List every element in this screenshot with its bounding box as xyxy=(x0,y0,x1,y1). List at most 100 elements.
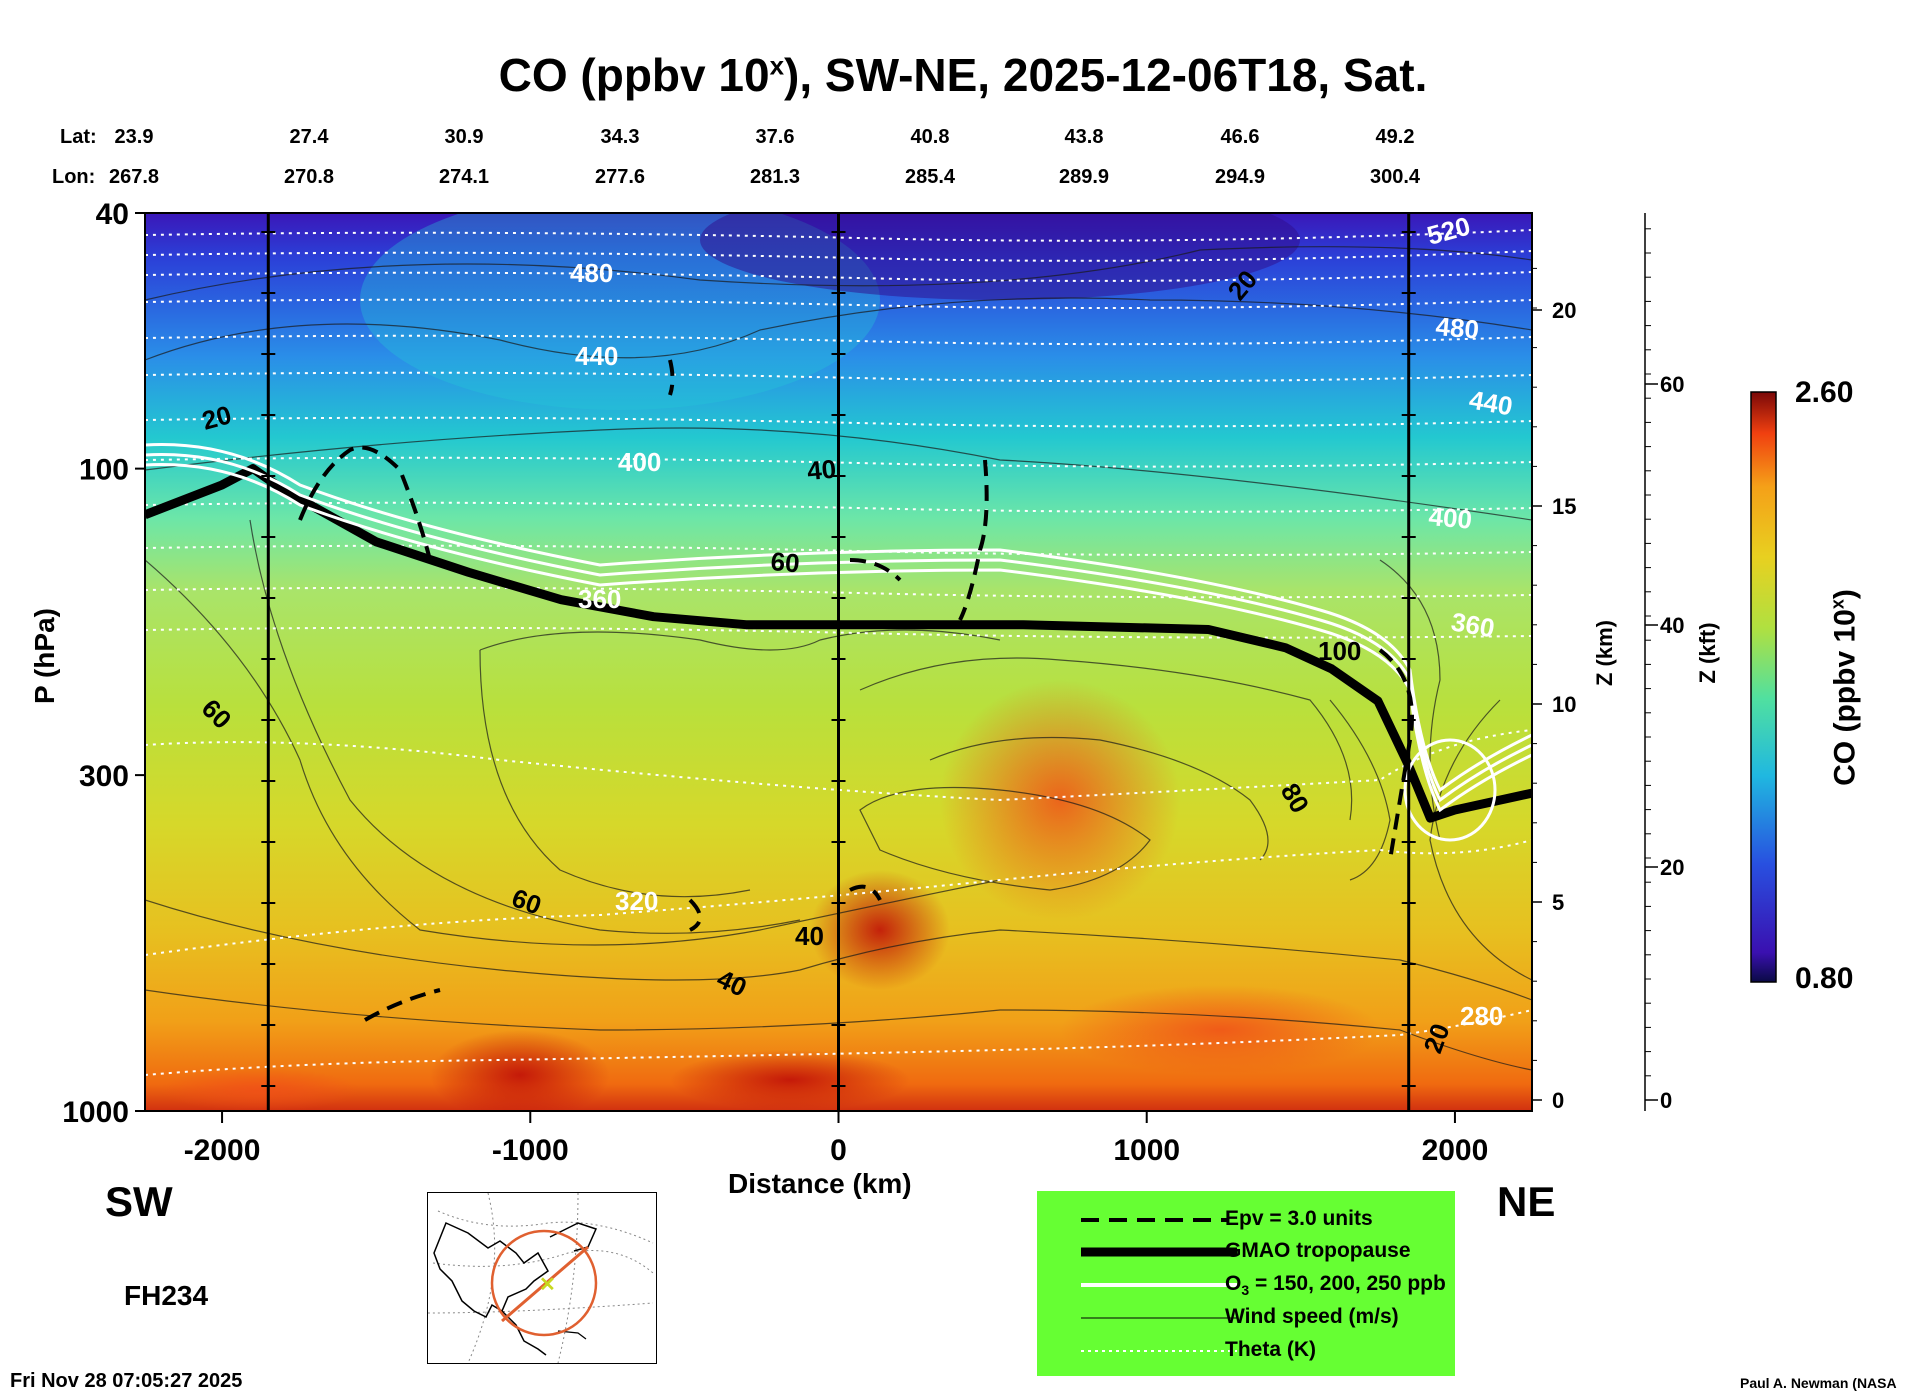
wind-speed-contour xyxy=(479,629,1001,651)
z-km-tick-label: 10 xyxy=(1552,692,1576,717)
theta-lines xyxy=(145,229,1532,1076)
wind-speed-contour xyxy=(145,989,1532,1071)
lon-value: 285.4 xyxy=(904,166,956,188)
x-tick-label: -1000 xyxy=(492,1134,569,1167)
ozone-line xyxy=(1403,738,1497,842)
axes: -2000 -1000 0 1000 2000 40 100 300 1000 0 5 10 15 20 0… xyxy=(62,198,1684,1167)
z-km-tick-label: 15 xyxy=(1552,494,1576,519)
legend: Epv = 3.0 units GMAO tropopause O3 = 150… xyxy=(1037,1191,1455,1376)
theta-line xyxy=(145,229,1532,242)
chart-title: CO (ppbv 10x), SW-NE, 2025-12-06T18, Sat… xyxy=(498,49,1428,101)
theta-line xyxy=(145,456,1532,468)
legend-item-epv: Epv = 3.0 units xyxy=(1081,1207,1373,1230)
lat-value: 37.6 xyxy=(755,126,795,148)
z-kft-tick-label: 20 xyxy=(1660,855,1684,880)
x-tick-label: 1000 xyxy=(1113,1134,1180,1167)
wind-speed-contour xyxy=(145,246,1532,301)
theta-label: 280 xyxy=(1460,1001,1503,1031)
wind-speed-contour xyxy=(145,427,1532,521)
theta-line xyxy=(145,586,1532,599)
ozone-line xyxy=(145,443,1532,793)
epv-line xyxy=(298,445,432,561)
epv-line xyxy=(849,558,902,582)
legend-item-ozone: O3 = 150, 200, 250 ppb xyxy=(1081,1272,1446,1299)
theta-label: 360 xyxy=(578,584,621,614)
wind-speed-contour xyxy=(249,519,801,934)
theta-line xyxy=(145,416,1532,428)
wind-speed-contour xyxy=(145,899,1532,1001)
inset-range-circle xyxy=(490,1229,598,1337)
credit: Paul A. Newman (NASA xyxy=(1740,1375,1897,1391)
lat-value: 34.3 xyxy=(600,126,640,148)
theta-line xyxy=(145,334,1532,346)
epv-line xyxy=(668,359,675,396)
lon-value: 281.3 xyxy=(749,166,801,188)
colorbar-min: 0.80 xyxy=(1795,962,1854,995)
theta-label: 400 xyxy=(618,447,661,477)
x-tick-label: 0 xyxy=(830,1134,847,1167)
wind-speed-contours xyxy=(145,246,1532,1071)
colorbar-max: 2.60 xyxy=(1795,376,1854,409)
lon-value: 289.9 xyxy=(1058,166,1110,188)
theta-line xyxy=(145,729,1532,802)
wind-speed-label: 100 xyxy=(1318,636,1361,666)
lat-value: 40.8 xyxy=(910,126,950,148)
theta-label: 480 xyxy=(1434,311,1480,345)
wind-speed-contour xyxy=(859,657,1353,821)
lat-value: 27.4 xyxy=(289,126,329,148)
theta-line xyxy=(145,501,1532,513)
lat-value: 43.8 xyxy=(1064,126,1104,148)
inset-map-drawing: ✕ xyxy=(427,1192,654,1364)
wind-speed-contour xyxy=(145,297,1532,361)
z-km-title: Z (km) xyxy=(1592,620,1617,686)
y-tick-label: 300 xyxy=(79,760,129,793)
lon-value: 300.4 xyxy=(1369,166,1421,188)
lon-value: 277.6 xyxy=(594,166,646,188)
inset-center-marker: ✕ xyxy=(539,1274,556,1296)
theta-label: 480 xyxy=(570,258,613,288)
lat-value: 30.9 xyxy=(444,126,484,148)
z-kft-tick-label: 0 xyxy=(1660,1088,1672,1113)
theta-label: 400 xyxy=(1427,501,1473,535)
legend-item-wind: Wind speed (m/s) xyxy=(1081,1305,1399,1328)
theta-label: 440 xyxy=(1467,384,1515,421)
z-kft-title: Z (kft) xyxy=(1695,622,1720,684)
wind-speed-contour xyxy=(859,786,1151,891)
y-tick-label: 40 xyxy=(96,198,129,231)
ne-label: NE xyxy=(1497,1178,1556,1225)
lat-value: 46.6 xyxy=(1220,126,1260,148)
lat-label: Lat: xyxy=(60,126,97,148)
sw-label: SW xyxy=(105,1178,173,1225)
y-tick-label: 100 xyxy=(79,454,129,487)
ozone-line xyxy=(145,463,1532,813)
section-markers xyxy=(261,213,1416,1111)
colorbar-label: CO (ppbv 10x) xyxy=(1827,589,1862,786)
z-km-tick-label: 0 xyxy=(1552,1088,1564,1113)
z-km-tick-label: 20 xyxy=(1552,298,1576,323)
epv-line xyxy=(364,988,441,1022)
y-axis-title: P (hPa) xyxy=(29,608,60,704)
forecast-hour: FH234 xyxy=(124,1280,209,1311)
lat-value: 23.9 xyxy=(114,126,154,148)
epv-line xyxy=(958,459,989,621)
epv-line xyxy=(688,898,702,932)
wind-speed-contour xyxy=(1429,699,1532,981)
theta-label: 320 xyxy=(615,886,658,916)
y-tick-label: 1000 xyxy=(62,1096,129,1129)
theta-line xyxy=(145,271,1532,282)
z-kft-tick-label: 60 xyxy=(1660,372,1684,397)
inset-map: ✕ xyxy=(427,1192,657,1364)
inset-section-line xyxy=(501,1245,589,1323)
theta-label: 440 xyxy=(575,341,618,371)
wind-speed-contour xyxy=(1329,699,1391,881)
wind-speed-contour xyxy=(479,649,751,898)
lon-value: 274.1 xyxy=(438,166,490,188)
lat-value: 49.2 xyxy=(1375,126,1415,148)
lon-value: 294.9 xyxy=(1214,166,1266,188)
theta-line xyxy=(145,626,1532,639)
lon-label: Lon: xyxy=(52,166,96,188)
lon-value: 267.8 xyxy=(108,166,160,188)
theta-label: 360 xyxy=(1449,606,1497,643)
x-axis-title: Distance (km) xyxy=(728,1168,912,1199)
